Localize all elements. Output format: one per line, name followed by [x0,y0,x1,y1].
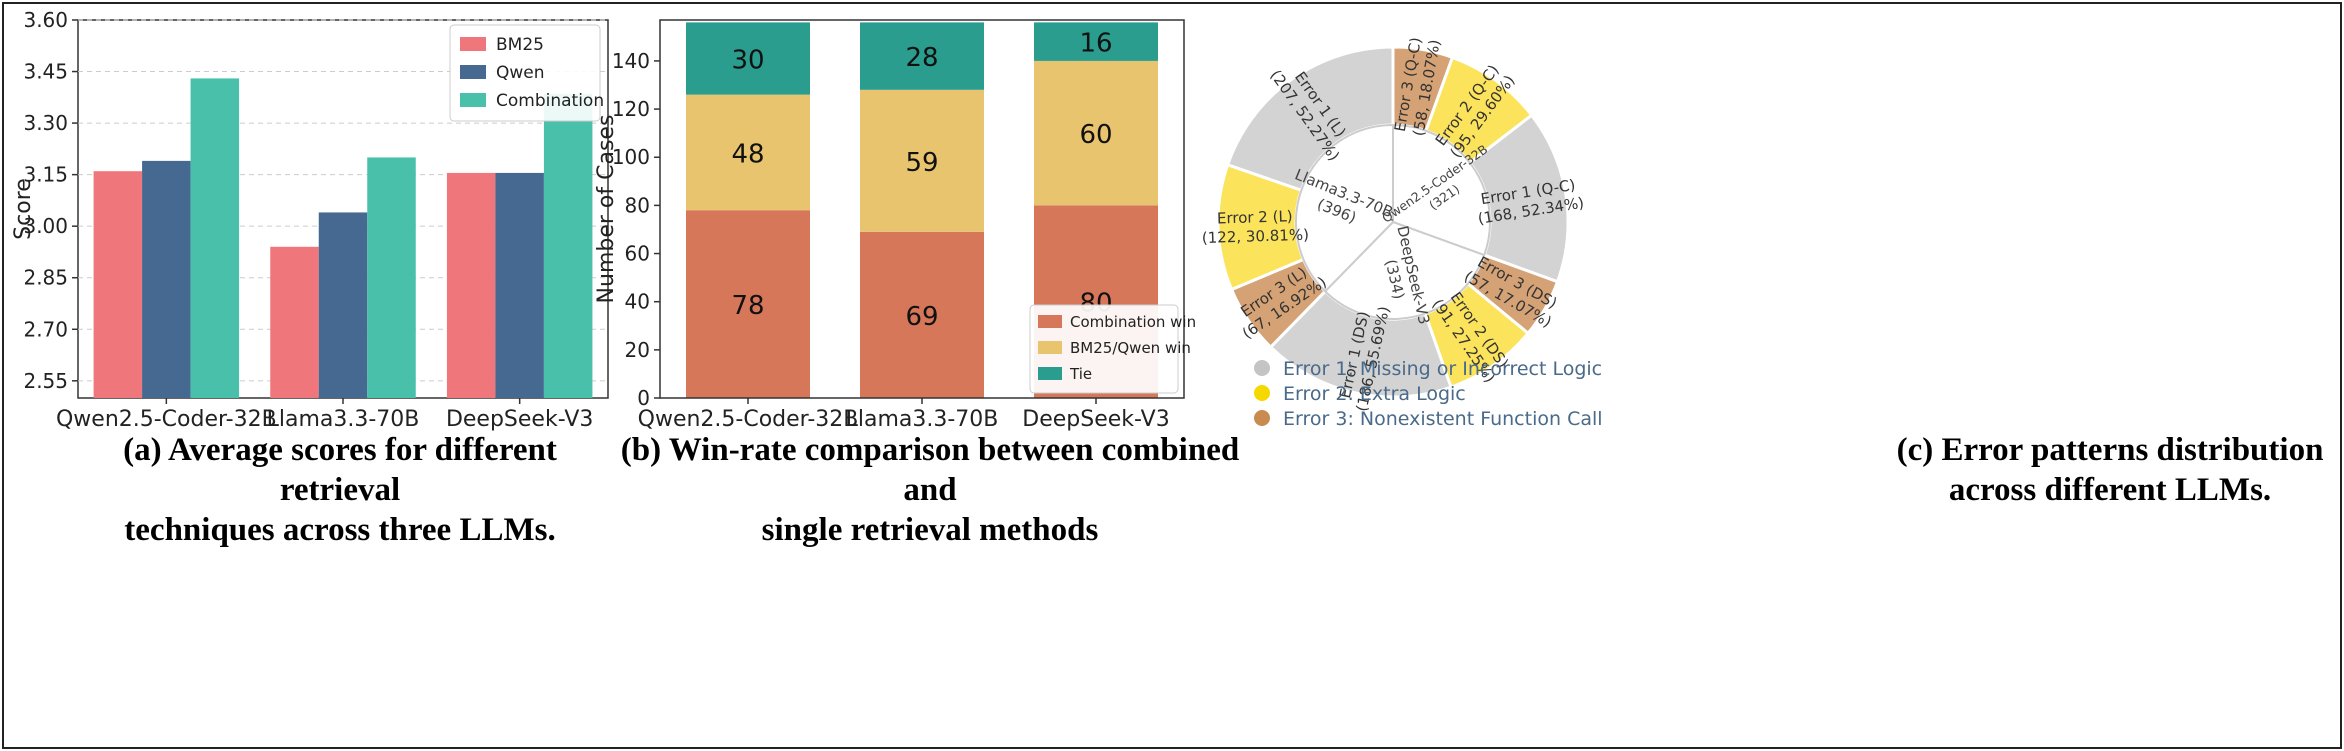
bar-combination-win-qwen2-5-coder-32b [686,210,810,398]
chart-b-win-rate: 78 48 30 69 59 28 80 60 16 0 20 40 60 80 100 120 140 Qw… [594,19,1196,432]
y-tick-label: 40 [625,290,650,314]
bar-combination-deepseek-v3 [543,93,593,398]
chart-b-y-axis-label: Number of Cases [594,115,619,304]
y-tick-label: 60 [625,242,650,266]
bar-qwen-deepseek-v3 [495,172,544,398]
x-tick-label-deepseek-v3: DeepSeek-V3 [1022,407,1169,432]
legend-box [1029,304,1179,394]
y-tick-label: 3.45 [23,60,68,84]
caption-c-line2: across different LLMs. [1948,472,2272,508]
x-tick-label-qwen2-5-coder-32b: Qwen2.5-Coder-32B [56,407,277,432]
bar-tie-qwen2-5-coder-32b [686,22,810,95]
chart-a-bars [93,78,593,398]
legend-dot-error-1 [1254,360,1270,376]
caption-a-line2: techniques across three LLMs. [124,512,556,548]
caption-a: (a) Average scores for different retriev… [60,430,620,550]
legend-label-bm25: BM25 [496,35,544,55]
segment-label-combination-win-llama3-3-70b: 69 [905,302,938,332]
y-tick-label: 2.55 [23,369,68,393]
y-tick-label: 140 [612,49,650,73]
bar-qwen-llama3-3-70b [318,212,368,398]
caption-c: (c) Error patterns distribution across d… [1880,430,2340,510]
y-tick-label: 2.70 [23,317,68,341]
y-tick-label: 3.15 [23,163,68,187]
segment-label-tie-deepseek-v3: 16 [1079,29,1112,59]
legend-swatch-tie [1038,367,1062,380]
segment-label-tie-qwen2-5-coder-32b: 30 [731,46,764,76]
y-tick-label: 3.60 [23,8,68,32]
segment-label-bm25-qwen-win-deepseek-v3: 60 [1079,120,1112,150]
x-tick-label-llama3-3-70b: Llama3.3-70B [846,407,999,432]
x-tick-label-qwen2-5-coder-32b: Qwen2.5-Coder-32B [638,407,859,432]
chart-c-wedges [1216,45,1570,399]
wedge-label-error-2-l: Error 2 (L)(122, 30.81%) [1202,207,1310,247]
y-tick-label: 120 [612,97,650,121]
inner-wedge-deepseek-v3 [1323,220,1486,320]
chart-b-y-ticks: 0 20 40 60 80 100 120 140 [612,49,660,410]
caption-c-line1: (c) Error patterns distribution [1896,432,2324,468]
legend-label-error-3: Error 3: Nonexistent Function Call [1283,408,1603,430]
inner-wedge-llama3-3-70b [1295,123,1394,293]
legend-dot-error-3 [1254,410,1270,426]
legend-swatch-bm25-qwen-win [1038,341,1062,354]
chart-c-legend: Error 1: Missing or Incorrect Logic Error… [1254,358,1603,430]
bar-bm25-qwen-win-deepseek-v3 [1034,60,1158,206]
legend-label-combination: Combination [496,91,604,111]
x-tick-label-deepseek-v3: DeepSeek-V3 [446,407,593,432]
segment-label-bm25-qwen-win-llama3-3-70b: 59 [905,148,938,178]
y-tick-label: 3.00 [23,214,68,238]
legend-label-error-2: Error 2: Extra Logic [1283,383,1466,405]
legend-swatch-bm25 [460,37,486,51]
bar-combination-llama3-3-70b [367,157,416,398]
bar-tie-llama3-3-70b [860,22,984,90]
segment-label-tie-llama3-3-70b: 28 [905,43,938,73]
chart-a-y-ticks: 2.55 2.70 2.85 3.00 3.15 3.30 3.45 3.60 [23,8,78,393]
inner-wedge-qwen2-5-coder-32b [1392,123,1491,257]
legend-box [449,24,601,122]
y-tick-label: 0 [637,386,650,410]
legend-label-tie: Tie [1069,365,1092,383]
bar-bm25-llama3-3-70b [270,246,319,398]
wedge-label-detail: (122, 30.81%) [1202,226,1310,247]
legend-label-bm25-qwen-win: BM25/Qwen win [1070,339,1191,357]
caption-b-line2: single retrieval methods [761,512,1099,548]
chart-a-legend: BM25 Qwen Combination [449,24,604,122]
bar-combination-win-llama3-3-70b [860,231,984,398]
legend-swatch-combination [460,93,486,107]
legend-swatch-combination-win [1038,315,1062,328]
bar-bm25-qwen-win-llama3-3-70b [860,89,984,232]
bar-bm25-qwen-win-qwen2-5-coder-32b [686,94,810,211]
caption-a-line1: (a) Average scores for different retriev… [123,432,557,508]
y-tick-label: 3.30 [23,111,68,135]
bar-tie-deepseek-v3 [1034,22,1158,61]
chart-a-average-scores: 2.552.702.853.003.153.303.453.60 Qwen2.5… [11,8,609,432]
caption-b-line1: (b) Win-rate comparison between combined… [620,432,1240,508]
bar-bm25-qwen2-5-coder-32b [93,171,143,398]
caption-b: (b) Win-rate comparison between combined… [620,430,1240,550]
legend-dot-error-2 [1254,385,1270,401]
bar-combination-qwen2-5-coder-32b [190,78,240,398]
y-tick-label: 20 [625,338,650,362]
legend-label-qwen: Qwen [496,63,545,83]
y-tick-label: 80 [625,193,650,217]
legend-swatch-qwen [460,65,486,79]
bar-bm25-deepseek-v3 [446,172,496,398]
x-tick-label-llama3-3-70b: Llama3.3-70B [267,407,420,432]
y-tick-label: 100 [612,145,650,169]
bar-qwen-qwen2-5-coder-32b [142,160,191,398]
y-tick-label: 2.85 [23,266,68,290]
segment-label-bm25-qwen-win-qwen2-5-coder-32b: 48 [731,139,764,169]
segment-label-combination-win-qwen2-5-coder-32b: 78 [731,291,764,321]
chart-c-error-sunburst: Error 3 (Q-C)(58, 18.07%)Error 2 (Q-C)(9… [1202,36,1603,430]
legend-label-error-1: Error 1: Missing or Incorrect Logic [1283,358,1602,380]
legend-label-combination-win: Combination win [1070,313,1196,331]
chart-b-legend: Combination win BM25/Qwen win Tie [1029,304,1196,394]
chart-a-y-axis-label: Score [11,178,36,240]
wedge-label-name: Error 2 (L) [1217,207,1293,227]
